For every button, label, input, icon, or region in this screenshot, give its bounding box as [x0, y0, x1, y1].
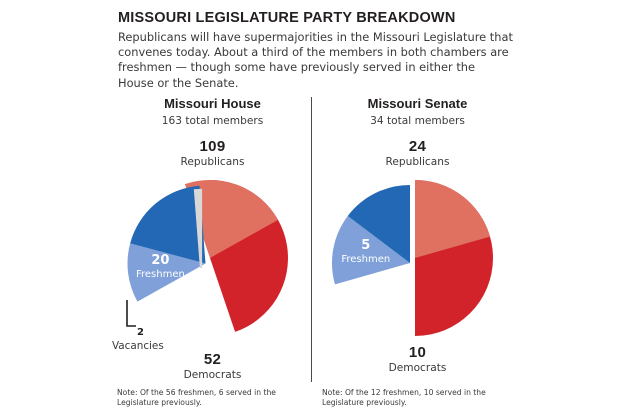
- house-vacancies-count: 2: [137, 327, 144, 338]
- senate-democrat-freshmen-count: 5: [361, 238, 370, 253]
- house-democrats-count: 52: [203, 351, 222, 368]
- house-democrat-freshmen-label: Freshmen: [136, 269, 185, 280]
- house-democrats-label: Democrats: [183, 369, 242, 381]
- senate-republican-freshmen-count: 7: [384, 279, 393, 294]
- house-slice-democrats: [130, 185, 206, 264]
- house-democrat-freshmen-count: 20: [151, 253, 169, 268]
- house-pie-chart: 36 Freshmen 20 Freshmen: [126, 179, 288, 332]
- senate-democrat-freshmen-label: Freshmen: [341, 254, 390, 265]
- page-deck: Republicans will have supermajorities in…: [118, 30, 513, 90]
- house-chart-title: Missouri House: [164, 96, 261, 111]
- chart-panel-house: Missouri House 163 total members 109 Rep…: [112, 96, 310, 414]
- house-vacancy-leader-line: [126, 300, 136, 327]
- senate-republicans-count: 24: [408, 138, 427, 155]
- house-republicans-label: Republicans: [180, 156, 245, 168]
- chart-panel-senate: Missouri Senate 34 total members 24 Repu…: [320, 96, 515, 414]
- senate-chart-note: Note: Of the 12 freshmen, 10 served in t…: [322, 388, 486, 407]
- senate-republicans-label: Republicans: [385, 156, 450, 168]
- senate-democrats-count: 10: [408, 344, 427, 361]
- house-chart-subtitle: 163 total members: [161, 115, 264, 127]
- senate-slice-republican-freshmen: [415, 180, 491, 258]
- senate-democrat-group: [331, 185, 410, 285]
- senate-slice-democrats: [347, 185, 410, 263]
- house-republican-freshmen-label: Freshmen: [170, 302, 219, 313]
- house-republican-freshmen-count: 36: [186, 286, 204, 301]
- panel-divider: [311, 97, 312, 382]
- house-republicans-count: 109: [199, 138, 226, 155]
- senate-democrats-label: Democrats: [388, 362, 447, 374]
- senate-chart-title: Missouri Senate: [367, 96, 468, 111]
- house-vacancies-label: Vacancies: [112, 340, 164, 352]
- house-slice-vacancies: [193, 188, 203, 269]
- house-democrat-group: [127, 185, 206, 302]
- page-title: MISSOURI LEGISLATURE PARTY BREAKDOWN: [118, 10, 456, 26]
- house-vacancy-group: [193, 188, 203, 269]
- senate-republican-freshmen-label: Freshmen: [364, 295, 413, 306]
- senate-slice-democrat-freshmen: [331, 215, 410, 285]
- house-chart-note: Note: Of the 56 freshmen, 6 served in th…: [117, 388, 276, 407]
- senate-chart-subtitle: 34 total members: [370, 115, 465, 127]
- senate-pie-chart: 7 Freshmen 5 Freshmen: [331, 180, 493, 336]
- house-slice-democrat-freshmen: [127, 243, 206, 302]
- house-slice-republican-freshmen: [184, 179, 279, 258]
